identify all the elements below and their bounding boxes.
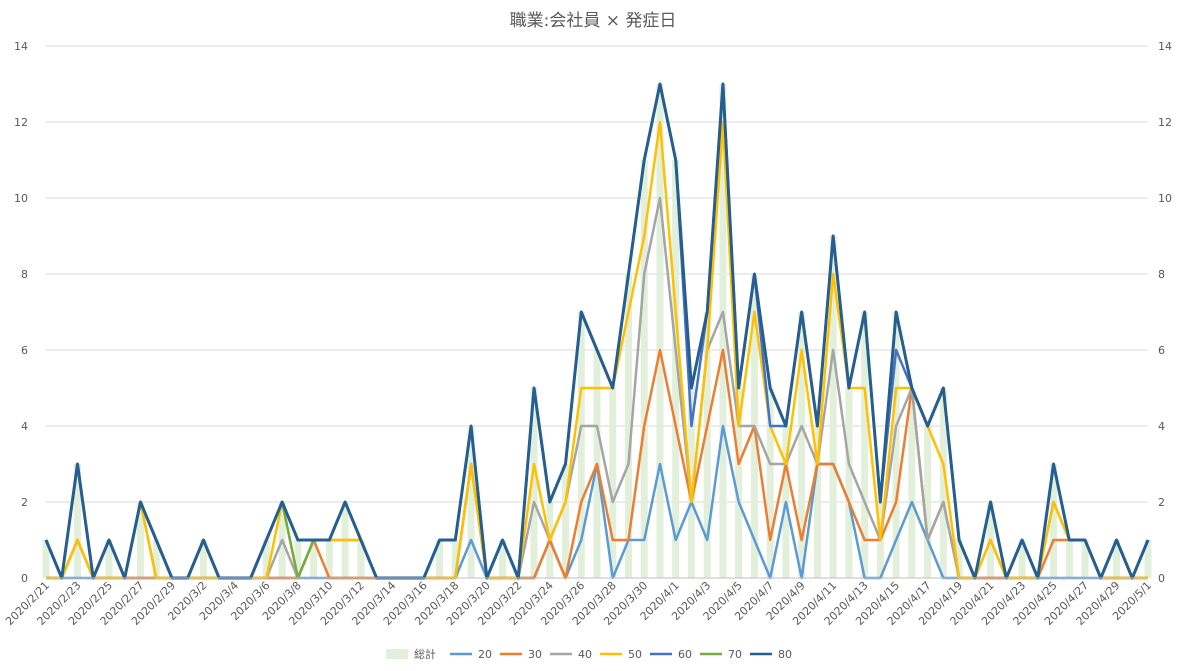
bar-series-total <box>42 84 1152 578</box>
bar-total <box>310 540 318 578</box>
bar-total <box>42 540 50 578</box>
bar-total <box>703 312 711 578</box>
legend-label-80: 80 <box>778 648 792 661</box>
bar-total <box>908 388 916 578</box>
bar-total <box>735 388 743 578</box>
bar-total <box>562 464 570 578</box>
bar-total <box>955 540 963 578</box>
bar-total <box>325 540 333 578</box>
bar-total <box>719 84 727 578</box>
y-tick-label-left: 0 <box>21 572 28 585</box>
legend-label-20: 20 <box>478 648 492 661</box>
bar-total <box>199 540 207 578</box>
bar-total <box>672 160 680 578</box>
y-tick-label-right: 8 <box>1158 268 1165 281</box>
chart-title: 職業:会社員 × 発症日 <box>510 11 677 31</box>
bar-total <box>798 312 806 578</box>
bar-total <box>1065 540 1073 578</box>
bar-total <box>451 540 459 578</box>
bar-total <box>892 312 900 578</box>
y-tick-label-left: 8 <box>21 268 28 281</box>
bar-total <box>766 388 774 578</box>
bar-total <box>861 312 869 578</box>
y-tick-label-left: 14 <box>14 40 28 53</box>
y-tick-label-right: 12 <box>1158 116 1172 129</box>
y-tick-label-right: 10 <box>1158 192 1172 205</box>
y-tick-label-right: 2 <box>1158 496 1165 509</box>
legend-label-40: 40 <box>578 648 592 661</box>
y-tick-label-right: 14 <box>1158 40 1172 53</box>
y-tick-label-left: 2 <box>21 496 28 509</box>
bar-total <box>577 312 585 578</box>
bar-total <box>357 540 365 578</box>
y-tick-label-right: 6 <box>1158 344 1165 357</box>
bar-total <box>640 160 648 578</box>
bar-total <box>813 426 821 578</box>
legend-swatch-total <box>386 649 408 659</box>
y-tick-label-left: 6 <box>21 344 28 357</box>
bar-total <box>152 540 160 578</box>
legend-label-70: 70 <box>728 648 742 661</box>
bar-total <box>656 84 664 578</box>
bar-total <box>105 540 113 578</box>
legend-label-50: 50 <box>628 648 642 661</box>
bar-total <box>609 388 617 578</box>
bar-total <box>294 540 302 578</box>
bar-total <box>687 388 695 578</box>
bar-total <box>73 464 81 578</box>
bar-total <box>530 388 538 578</box>
bar-total <box>262 540 270 578</box>
legend-label-30: 30 <box>528 648 542 661</box>
x-axis: 2020/2/212020/2/232020/2/252020/2/272020… <box>3 577 1154 628</box>
legend: 総計 20 30 40 50 60 70 80 <box>386 647 792 661</box>
bar-total <box>939 388 947 578</box>
y-tick-label-left: 4 <box>21 420 28 433</box>
bar-total <box>1144 540 1152 578</box>
y-tick-label-right: 0 <box>1158 572 1165 585</box>
y-axis-left: 0 2 4 6 8 10 12 14 <box>14 40 28 585</box>
bar-total <box>845 388 853 578</box>
bar-total <box>436 540 444 578</box>
y-axis-right: 0 2 4 6 8 10 12 14 <box>1158 40 1172 585</box>
bar-total <box>136 502 144 578</box>
bar-total <box>499 540 507 578</box>
bar-total <box>1050 464 1058 578</box>
bar-total <box>1018 540 1026 578</box>
y-tick-label-right: 4 <box>1158 420 1165 433</box>
legend-label-60: 60 <box>678 648 692 661</box>
bar-total <box>1113 540 1121 578</box>
bar-total <box>924 426 932 578</box>
bar-total <box>829 236 837 578</box>
bar-total <box>1081 540 1089 578</box>
y-tick-label-left: 10 <box>14 192 28 205</box>
legend-label-total: 総計 <box>414 647 436 661</box>
bar-total <box>467 426 475 578</box>
bar-total <box>624 274 632 578</box>
y-tick-label-left: 12 <box>14 116 28 129</box>
